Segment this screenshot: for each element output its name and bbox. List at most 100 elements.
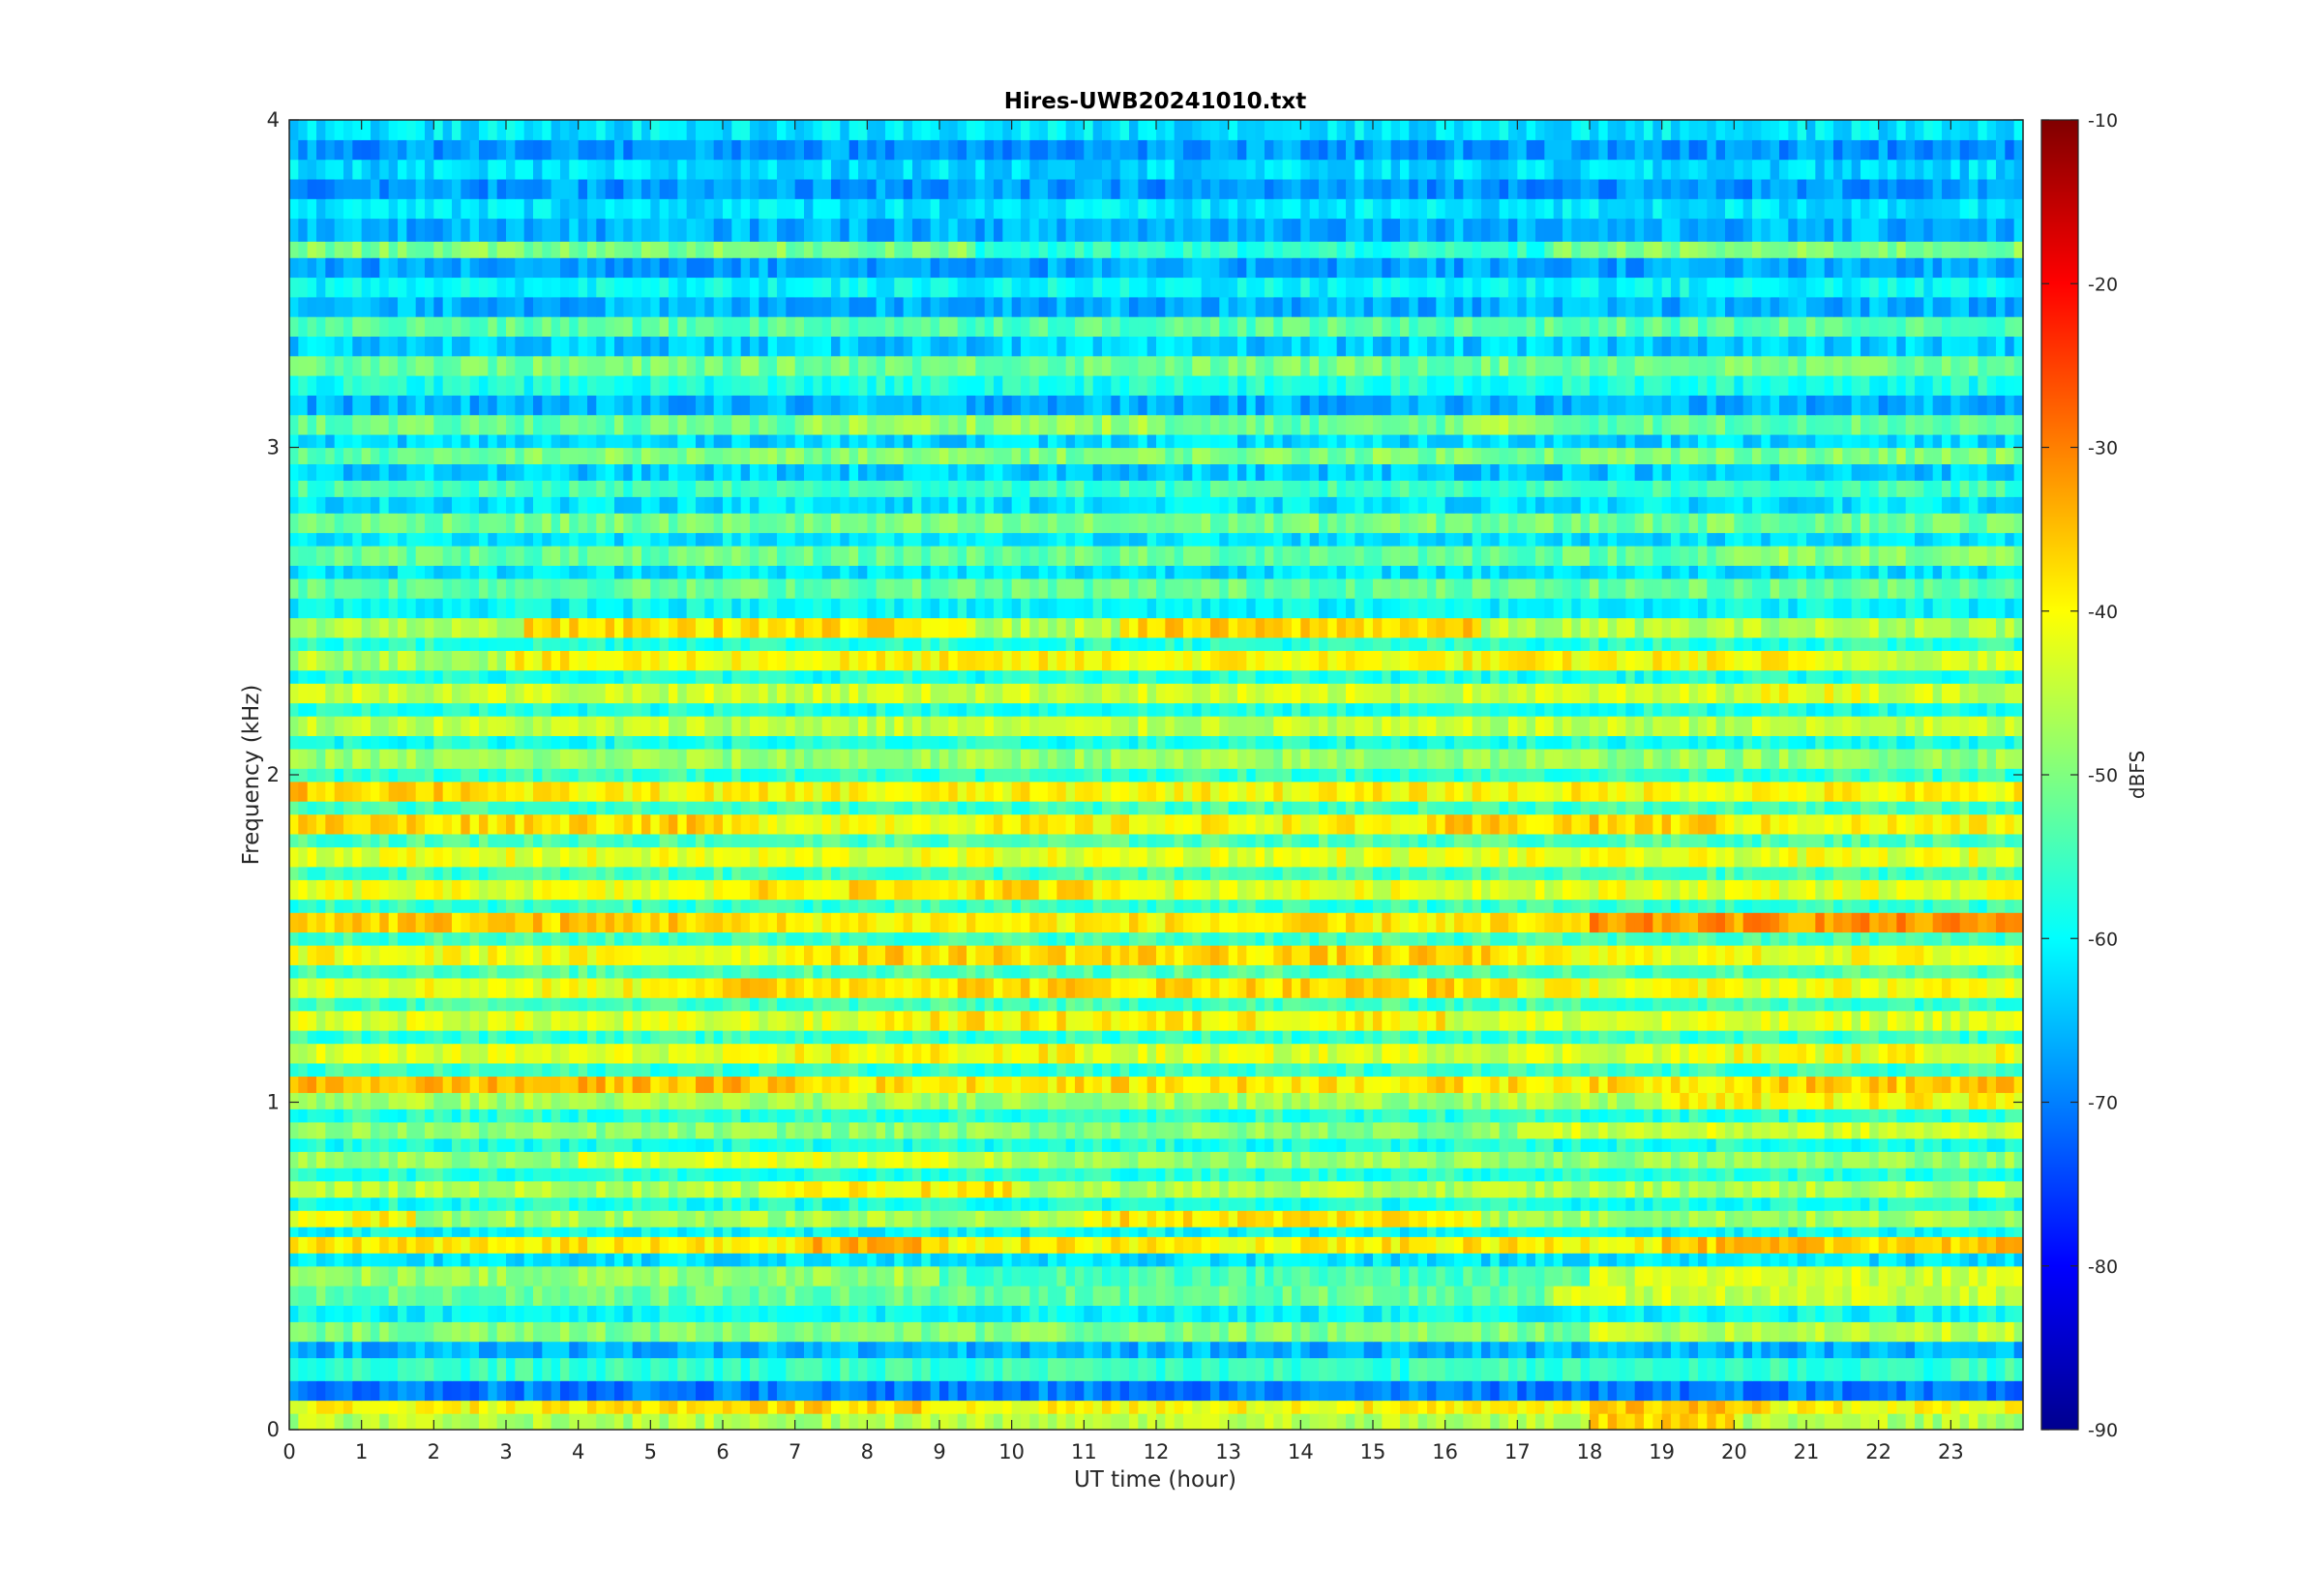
heatmap-cell [994, 1062, 1003, 1078]
heatmap-cell [1761, 1062, 1771, 1078]
heatmap-cell [1688, 1043, 1699, 1064]
heatmap-cell [488, 1043, 498, 1064]
heatmap-cell [1454, 1380, 1464, 1402]
heatmap-cell [831, 1210, 841, 1227]
heatmap-cell [1282, 1151, 1293, 1168]
heatmap-cell [1273, 1121, 1284, 1139]
heatmap-cell [1038, 1138, 1049, 1152]
heatmap-cell [885, 1180, 895, 1198]
heatmap-cell [542, 1413, 552, 1430]
heatmap-cell [578, 1197, 588, 1211]
heatmap-cell [1436, 1210, 1446, 1227]
heatmap-cell [1255, 1227, 1265, 1237]
heatmap-cell [1590, 1043, 1599, 1064]
heatmap-cell [533, 1380, 543, 1402]
heatmap-cell [1219, 1286, 1230, 1306]
heatmap-cell [425, 1138, 434, 1152]
heatmap-cell [885, 1380, 895, 1402]
heatmap-cell [452, 1167, 461, 1182]
heatmap-cell [975, 1121, 986, 1139]
heatmap-cell [343, 1092, 353, 1109]
heatmap-cell [786, 1121, 796, 1139]
heatmap-cell [1346, 1076, 1355, 1093]
heatmap-cell [1526, 1151, 1536, 1168]
heatmap-cell [1201, 1180, 1211, 1198]
heatmap-cell [894, 1108, 905, 1123]
heatmap-cell [750, 1400, 759, 1414]
heatmap-cell [289, 1167, 299, 1182]
heatmap-cell [1888, 1253, 1897, 1267]
heatmap-cell [1129, 1210, 1139, 1227]
heatmap-cell [1815, 1043, 1826, 1064]
heatmap-cell [723, 1180, 732, 1198]
heatmap-cell [1029, 1400, 1040, 1414]
heatmap-cell [1210, 1076, 1220, 1093]
heatmap-cell [1888, 1062, 1897, 1078]
heatmap-cell [1373, 1043, 1383, 1064]
heatmap-cell [325, 1210, 336, 1227]
heatmap-cell [1571, 1380, 1582, 1402]
heatmap-cell [1671, 1210, 1681, 1227]
heatmap-cell [939, 1138, 949, 1152]
heatmap-cell [1725, 1380, 1735, 1402]
heatmap-cell [1986, 1138, 1997, 1152]
heatmap-cell [1146, 1380, 1157, 1402]
heatmap-cell [641, 1167, 651, 1182]
heatmap-cell [1057, 1305, 1067, 1322]
heatmap-cell [894, 1043, 905, 1064]
heatmap-cell [1273, 1380, 1284, 1402]
heatmap-cell [1219, 1167, 1230, 1182]
heatmap-cell [1617, 1286, 1626, 1306]
heatmap-cell [831, 1265, 841, 1286]
heatmap-cell [1346, 1236, 1355, 1254]
heatmap-cell [379, 1092, 390, 1109]
heatmap-cell [885, 1092, 895, 1109]
heatmap-cell [1165, 1286, 1176, 1306]
heatmap-cell [2005, 1400, 2015, 1414]
heatmap-cell [542, 1357, 552, 1381]
heatmap-cell [1400, 1043, 1410, 1064]
heatmap-cell [704, 1062, 715, 1078]
heatmap-cell [921, 1197, 932, 1211]
heatmap-cell [1292, 1121, 1301, 1139]
heatmap-cell [1075, 1253, 1085, 1267]
heatmap-cell [1038, 1400, 1049, 1414]
heatmap-cell [1950, 1380, 1961, 1402]
heatmap-cell [1688, 1380, 1699, 1402]
heatmap-cell [939, 1151, 949, 1168]
heatmap-cell [334, 1413, 344, 1430]
heatmap-cell [1861, 1341, 1870, 1359]
heatmap-cell [794, 1253, 805, 1267]
heatmap-cell [696, 1413, 705, 1430]
heatmap-cell [1092, 1227, 1103, 1237]
heatmap-cell [994, 1400, 1003, 1414]
heatmap-cell [1265, 1265, 1274, 1286]
heatmap-cell [1923, 1253, 1934, 1267]
heatmap-cell [1292, 1010, 1301, 1031]
heatmap-cell [1156, 1265, 1166, 1286]
heatmap-cell [623, 1227, 634, 1237]
heatmap-cell [912, 1092, 922, 1109]
heatmap-cell [876, 1321, 886, 1343]
heatmap-cell [840, 1400, 850, 1414]
heatmap-cell [1400, 1121, 1410, 1139]
heatmap-cell [1598, 1138, 1609, 1152]
heatmap-cell [1084, 1321, 1094, 1343]
heatmap-cell [398, 1321, 407, 1343]
heatmap-cell [425, 1265, 434, 1286]
heatmap-cell [1580, 1413, 1591, 1430]
heatmap-cell [1002, 1253, 1013, 1267]
heatmap-cell [352, 1167, 363, 1182]
heatmap-cell [723, 1030, 732, 1045]
heatmap-cell [533, 1413, 543, 1430]
heatmap-cell [1481, 1092, 1491, 1109]
heatmap-cell [379, 1010, 390, 1031]
heatmap-cell [551, 1265, 561, 1286]
heatmap-cell [1824, 1180, 1834, 1198]
heatmap-cell [1580, 1380, 1591, 1402]
heatmap-cell [1165, 1227, 1176, 1237]
heatmap-cell [1698, 1400, 1708, 1414]
heatmap-cell [831, 1010, 841, 1031]
heatmap-cell [1896, 1413, 1907, 1430]
heatmap-cell [1472, 1305, 1482, 1322]
